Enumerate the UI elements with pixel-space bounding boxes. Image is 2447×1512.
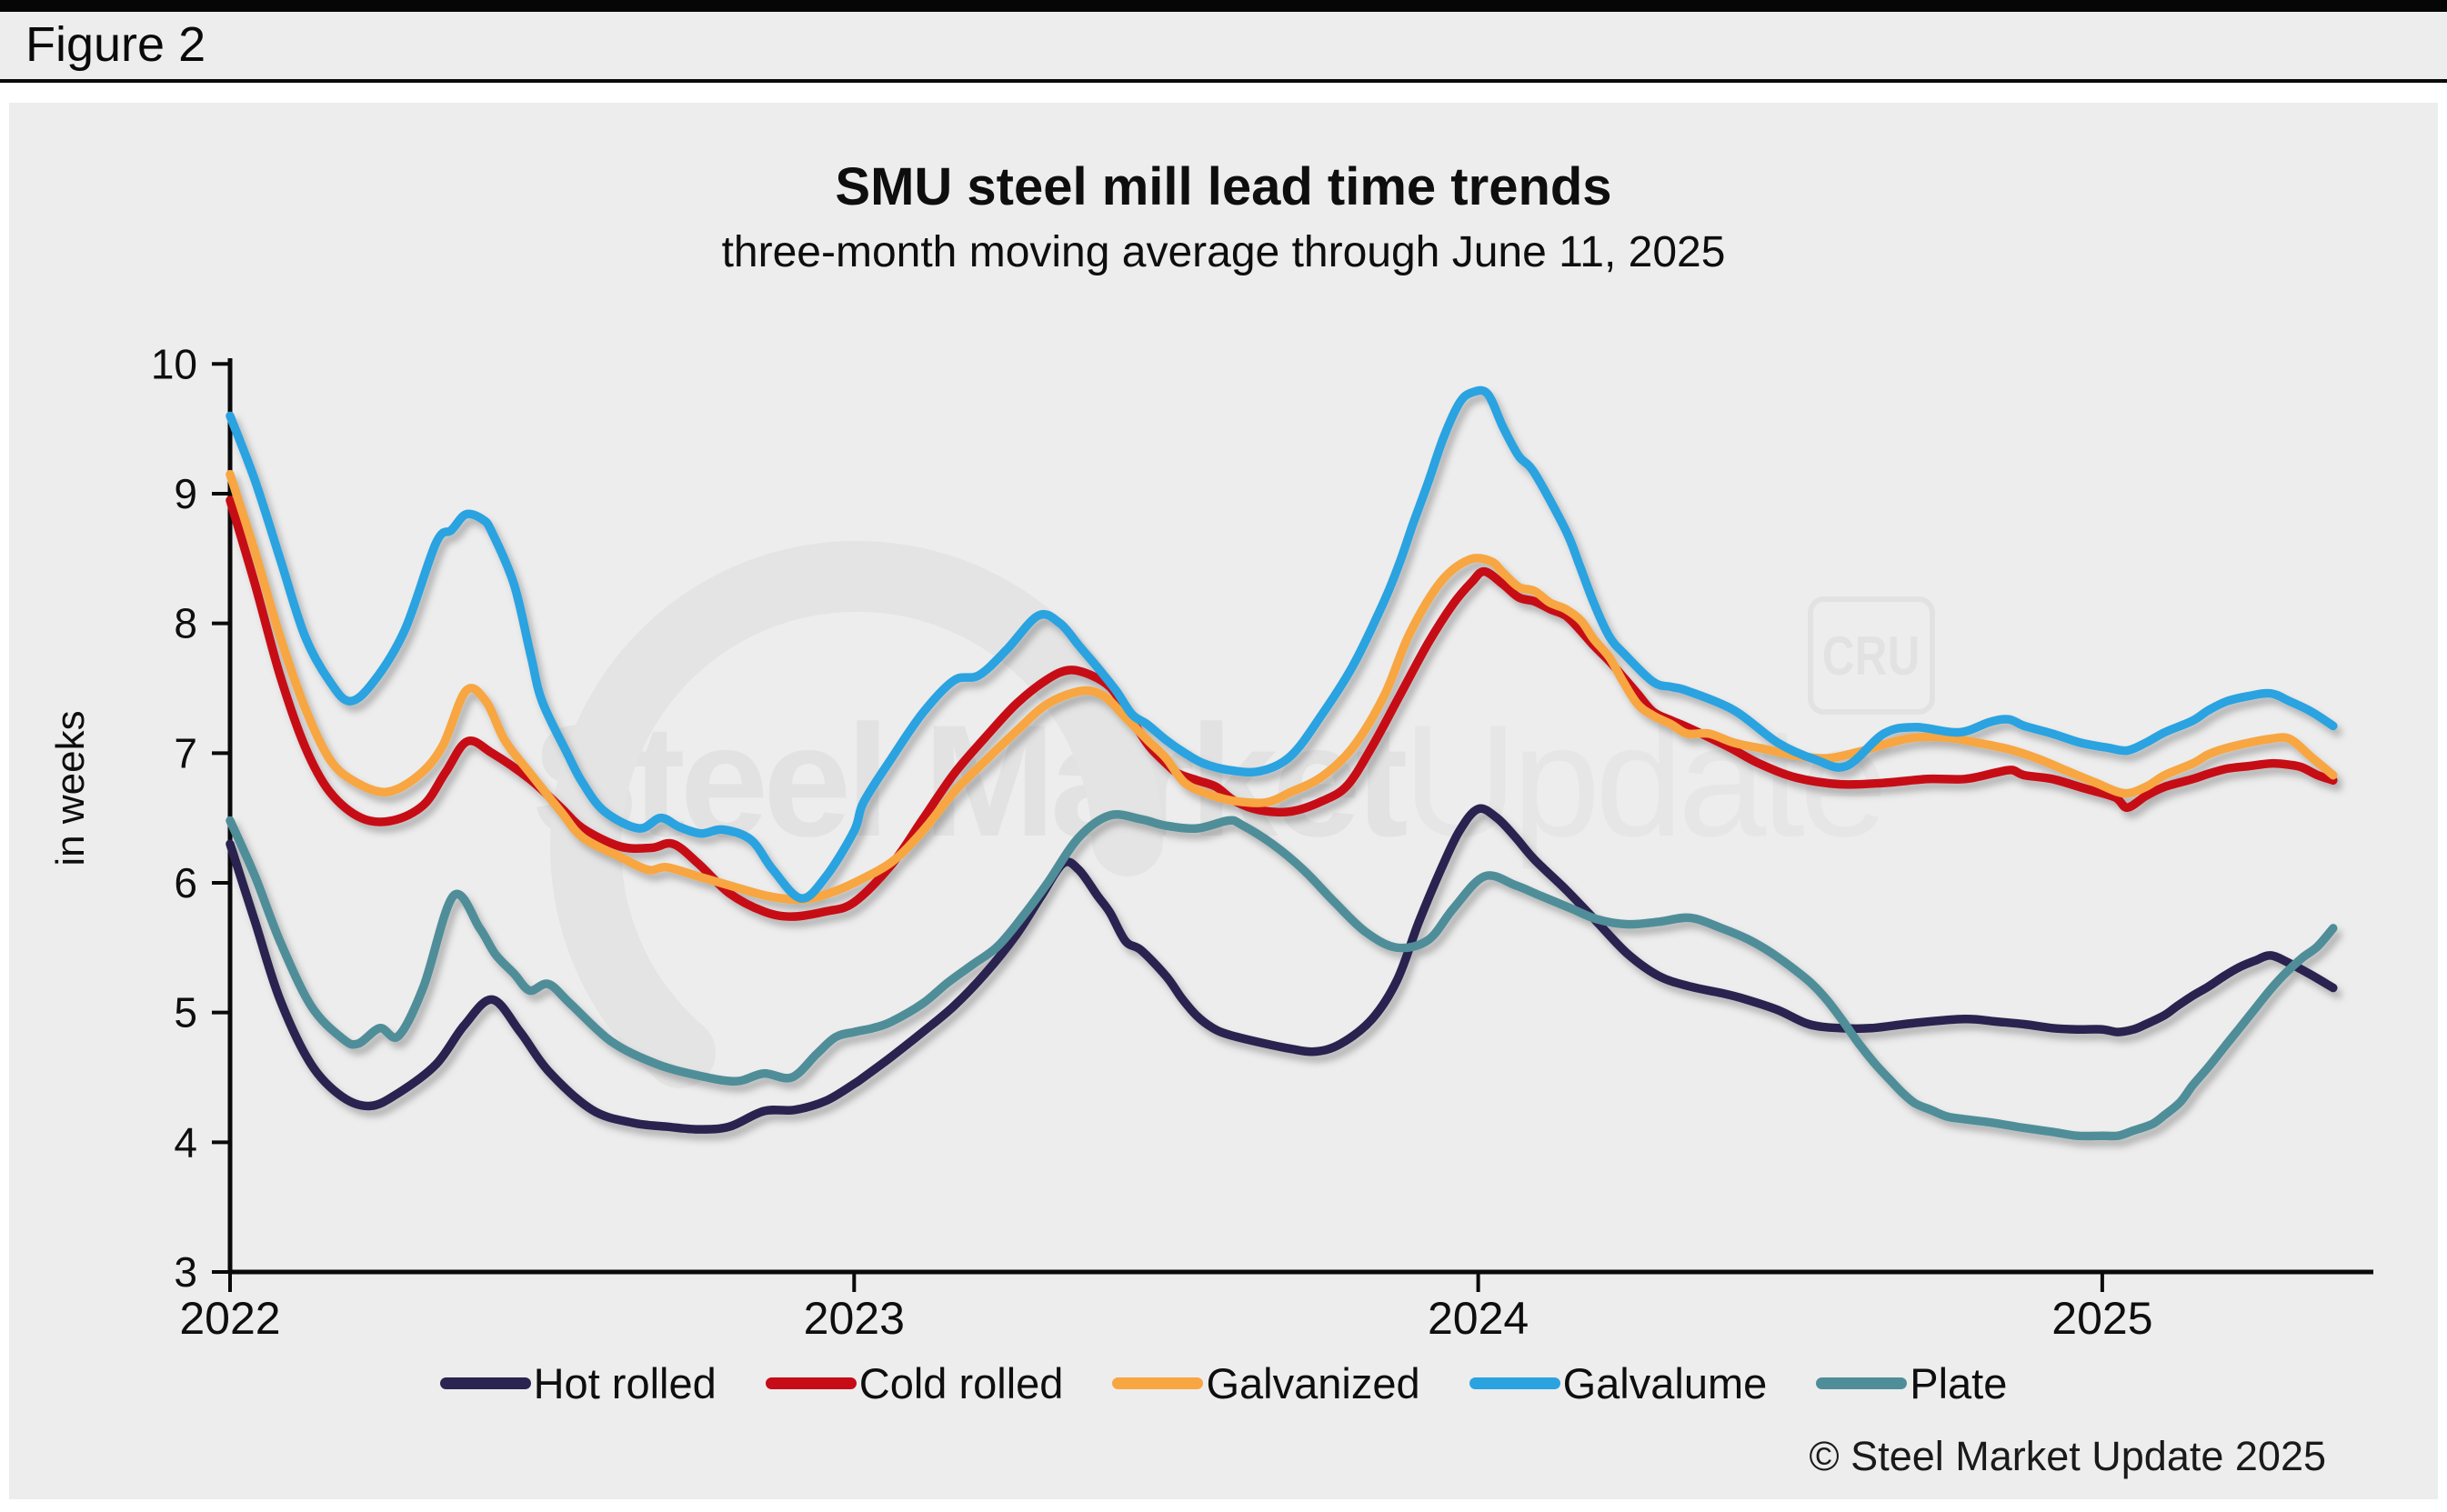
series-line-galvanized: [226, 469, 2338, 905]
x-tick-label: 2023: [804, 1293, 905, 1344]
figure-label: Figure 2: [25, 17, 206, 72]
data-series: [226, 386, 2338, 1141]
legend-label-galvanized: Galvanized: [1206, 1359, 1420, 1407]
top-black-bar: [0, 0, 2447, 12]
y-tick-label: 5: [174, 989, 197, 1036]
series-line-cold-rolled: [226, 496, 2338, 921]
y-tick-label: 6: [174, 859, 197, 906]
y-axis-title: in weeks: [48, 710, 93, 866]
legend-item-cold-rolled: Cold rolled: [765, 1358, 1064, 1408]
series-line-hot-rolled: [226, 804, 2338, 1134]
legend-label-hot-rolled: Hot rolled: [533, 1359, 717, 1407]
hot-rolled-swatch-icon: [439, 1377, 531, 1389]
copyright: © Steel Market Update 2025: [1809, 1433, 2326, 1479]
cru-logo: CRU: [1808, 596, 1935, 715]
chart-title: SMU steel mill lead time trends: [835, 157, 1612, 216]
axes: 3 4 5 6 7 8 9 10 2022 2023 2024 2025: [151, 340, 2373, 1344]
x-tick-label: 2025: [2051, 1293, 2152, 1344]
header-rule: [0, 79, 2447, 83]
legend: Hot rolled Cold rolled Galvanized Galval…: [0, 1358, 2447, 1408]
legend-item-galvalume: Galvalume: [1469, 1358, 1768, 1408]
x-tick-label: 2024: [1428, 1293, 1529, 1344]
y-tick-label: 3: [174, 1248, 197, 1296]
legend-label-galvalume: Galvalume: [1562, 1359, 1768, 1407]
watermark-swoosh-icon: [550, 540, 1163, 1088]
header-strip: [0, 12, 2447, 79]
chart-subtitle: three-month moving average through June …: [721, 228, 1726, 276]
y-tick-label: 7: [174, 729, 197, 776]
legend-item-galvanized: Galvanized: [1112, 1358, 1420, 1408]
galvalume-swatch-icon: [1469, 1377, 1560, 1389]
y-tick-label: 9: [174, 470, 197, 517]
legend-label-plate: Plate: [1910, 1359, 2008, 1407]
galvanized-swatch-icon: [1112, 1377, 1204, 1389]
y-tick-label: 10: [151, 340, 197, 387]
y-tick-label: 4: [174, 1118, 197, 1166]
cru-logo-text: CRU: [1822, 625, 1920, 686]
series-line-galvalume: [226, 386, 2338, 903]
series-line-plate: [226, 810, 2338, 1141]
legend-label-cold-rolled: Cold rolled: [858, 1359, 1064, 1407]
x-tick-label: 2022: [179, 1293, 280, 1344]
legend-item-hot-rolled: Hot rolled: [439, 1358, 717, 1408]
y-tick-label: 8: [174, 600, 197, 647]
plate-swatch-icon: [1816, 1377, 1908, 1389]
cold-rolled-swatch-icon: [765, 1377, 857, 1389]
legend-item-plate: Plate: [1816, 1358, 2007, 1408]
